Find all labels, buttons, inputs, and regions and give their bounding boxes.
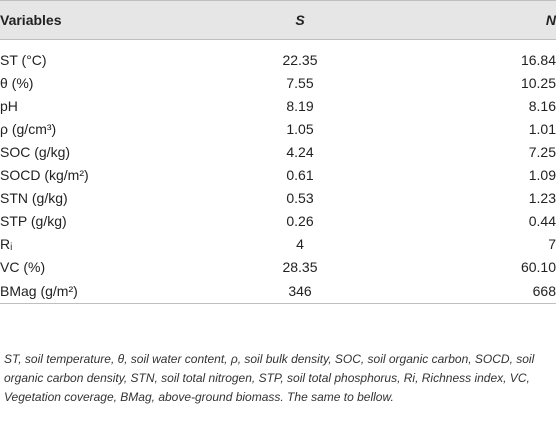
- row-n-value: 8.16: [528, 97, 556, 114]
- header-row: Variables S N: [0, 0, 556, 40]
- table-row: VC (%) 28.35 60.10: [0, 255, 556, 278]
- row-s-value: 28.35: [282, 258, 318, 275]
- row-s-value: 22.35: [282, 51, 318, 68]
- row-n-value: 0.44: [528, 212, 556, 229]
- table-row: pH 8.19 8.16: [0, 94, 556, 117]
- row-n-value: 1.09: [528, 166, 556, 183]
- row-variable: ST (°C): [0, 51, 47, 68]
- row-variable: Rᵢ: [0, 235, 13, 252]
- table-row: BMag (g/m²) 346 668: [0, 278, 556, 304]
- row-variable: θ (%): [0, 74, 34, 91]
- row-variable: BMag (g/m²): [0, 278, 200, 304]
- header-n: N: [400, 0, 556, 40]
- row-s-value: 4: [296, 235, 304, 252]
- row-s-value: 7.55: [286, 74, 314, 91]
- row-n-value: 7.25: [528, 143, 556, 160]
- row-n-value: 668: [400, 278, 556, 304]
- row-variable: VC (%): [0, 258, 46, 275]
- header-s: S: [200, 0, 400, 40]
- row-s-value: 1.05: [286, 120, 314, 137]
- row-s-value: 4.24: [286, 143, 314, 160]
- data-table: Variables S N ST (°C) 22.35 16.84 θ (%) …: [0, 0, 556, 304]
- table-row: ST (°C) 22.35 16.84: [0, 48, 556, 71]
- row-n-value: 1.01: [528, 120, 556, 137]
- row-variable: STN (g/kg): [0, 189, 68, 206]
- row-s-value: 8.19: [286, 97, 314, 114]
- table-row: ρ (g/cm³) 1.05 1.01: [0, 117, 556, 140]
- row-n-value: 60.10: [520, 258, 556, 275]
- row-n-value: 16.84: [520, 51, 556, 68]
- table-row: θ (%) 7.55 10.25: [0, 71, 556, 94]
- row-variable: ρ (g/cm³): [0, 120, 57, 137]
- row-s-value: 0.26: [286, 212, 314, 229]
- table-row: STP (g/kg) 0.26 0.44: [0, 209, 556, 232]
- row-s-value: 346: [200, 278, 400, 304]
- row-variable: pH: [0, 97, 18, 114]
- row-variable: SOCD (kg/m²): [0, 166, 89, 183]
- row-s-value: 0.61: [286, 166, 314, 183]
- row-n-value: 1.23: [528, 189, 556, 206]
- row-variable: SOC (g/kg): [0, 143, 71, 160]
- row-n-value: 7: [548, 235, 556, 252]
- table-row: SOCD (kg/m²) 0.61 1.09: [0, 163, 556, 186]
- table-row: SOC (g/kg) 4.24 7.25: [0, 140, 556, 163]
- row-n-value: 10.25: [520, 74, 556, 91]
- table-row: Rᵢ 4 7: [0, 232, 556, 255]
- row-s-value: 0.53: [286, 189, 314, 206]
- table-row: STN (g/kg) 0.53 1.23: [0, 186, 556, 209]
- row-variable: STP (g/kg): [0, 212, 67, 229]
- table-footnote: ST, soil temperature, θ, soil water cont…: [4, 352, 535, 404]
- header-variables: Variables: [0, 0, 200, 40]
